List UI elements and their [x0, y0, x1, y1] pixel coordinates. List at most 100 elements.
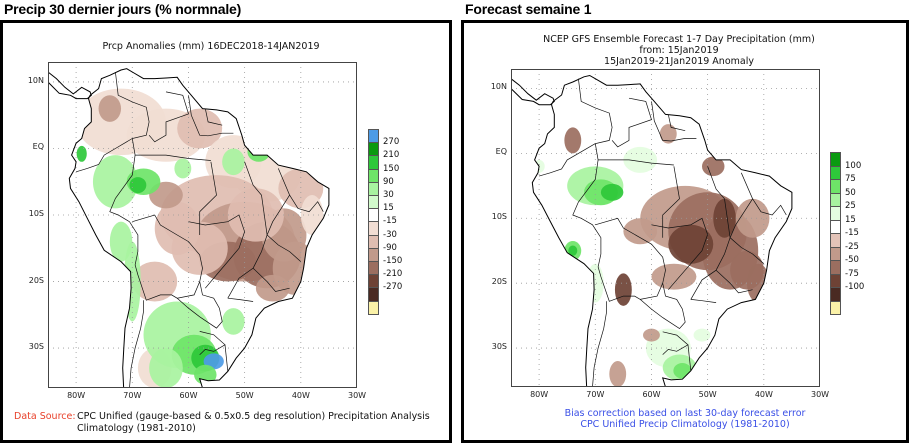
anomaly-region — [222, 148, 245, 176]
anomaly-region — [227, 188, 284, 242]
colorbar-label: -90 — [383, 242, 397, 253]
right-map-title-line1: NCEP GFS Ensemble Forecast 1-7 Day Preci… — [543, 34, 815, 45]
country-border — [199, 331, 226, 355]
coastline — [531, 74, 793, 387]
anomaly-region — [673, 362, 692, 379]
country-border — [639, 283, 686, 330]
lat-tick-label: EQ — [495, 147, 507, 157]
anomaly-region — [564, 127, 582, 154]
lat-tick-label: 10N — [490, 82, 507, 92]
lon-tick-label: 60W — [179, 391, 198, 400]
colorbar-label: 75 — [845, 174, 856, 184]
colorbar-swatch — [368, 208, 379, 223]
colorbar-label: -100 — [845, 282, 865, 292]
colorbar-label: 210 — [383, 150, 400, 161]
country-border — [667, 114, 686, 132]
anomaly-region — [623, 218, 658, 245]
anomaly-region — [614, 273, 632, 306]
anomaly-region — [568, 245, 578, 256]
lon-tick-label: 50W — [235, 391, 254, 400]
country-border — [227, 297, 254, 302]
colorbar-label: 90 — [383, 176, 394, 187]
colorbar-swatch — [830, 287, 841, 302]
central-america-coast — [48, 71, 92, 100]
country-border — [75, 138, 133, 173]
lon-tick-label: 70W — [586, 390, 605, 399]
country-border — [715, 269, 753, 294]
country-border — [224, 344, 229, 372]
colorbar-label: 50 — [845, 187, 856, 198]
colorbar-swatch — [830, 273, 841, 288]
country-border — [148, 91, 189, 143]
colorbar-label: 100 — [845, 160, 862, 171]
colorbar-label: -15 — [383, 216, 397, 227]
lat-tick-label: EQ — [32, 142, 44, 152]
country-border — [176, 281, 223, 329]
anomaly-region — [693, 328, 711, 342]
anomaly-region — [92, 155, 138, 209]
colorbar-swatch — [830, 179, 841, 194]
colorbar-swatch — [368, 142, 379, 157]
colorbar-label: -150 — [383, 256, 403, 266]
anomaly-region — [735, 198, 770, 238]
country-border — [662, 166, 680, 238]
lat-tick-label: 10S — [491, 212, 507, 222]
colorbar-swatch — [368, 274, 379, 289]
colorbar-swatch — [368, 261, 379, 276]
left-map-title: Prcp Anomalies (mm) 16DEC2018-14JAN2019 — [102, 41, 320, 52]
colorbar-label: 15 — [845, 214, 856, 225]
country-border — [289, 194, 324, 213]
country-border — [598, 159, 674, 166]
colorbar-label: -15 — [845, 228, 859, 238]
country-border — [572, 78, 613, 267]
right-footer: Bias correction based on last 30-day for… — [461, 408, 909, 430]
country-border — [188, 95, 234, 137]
map-border — [48, 62, 357, 388]
lon-tick-label: 40W — [754, 390, 773, 399]
colorbar-swatch — [368, 221, 379, 236]
bias-correction-note: Bias correction based on last 30-day for… — [564, 408, 806, 419]
anomaly-region — [177, 108, 223, 149]
colorbar-swatch — [830, 165, 841, 180]
country-border — [129, 300, 144, 388]
colorbar-swatch — [830, 233, 841, 248]
colorbar-label: -50 — [845, 255, 859, 265]
country-border — [266, 168, 290, 236]
country-border — [729, 237, 765, 264]
country-border — [662, 331, 689, 355]
colorbar-label: 25 — [845, 201, 856, 211]
anomaly-field — [76, 88, 324, 388]
colorbar-swatch — [368, 195, 379, 210]
right-map-title-line3: 15Jan2019-21Jan2019 Anomaly — [604, 56, 754, 67]
anomaly-region — [643, 328, 660, 342]
anomaly-region — [659, 124, 677, 144]
lon-tick-label: 30W — [811, 390, 830, 399]
colorbar-swatch — [368, 129, 379, 144]
country-border — [752, 198, 787, 216]
colorbar-swatch — [368, 247, 379, 262]
left-panel-heading: Precip 30 dernier jours (% normnale) — [4, 1, 242, 17]
lon-tick-label: 40W — [291, 391, 310, 400]
country-border — [651, 101, 697, 142]
country-border — [729, 172, 753, 238]
colorbar-swatch — [368, 300, 379, 315]
colorbar-swatch — [830, 206, 841, 221]
colorbar-swatch — [830, 192, 841, 207]
colorbar-label: -210 — [383, 269, 403, 280]
country-border — [687, 344, 692, 371]
colorbar-label: -75 — [845, 268, 859, 279]
colorbar-label: 150 — [383, 163, 400, 174]
colorbar-swatch — [830, 219, 841, 234]
lon-tick-label: 80W — [67, 391, 86, 400]
anomaly-region — [300, 195, 324, 235]
anomaly-region — [609, 361, 627, 387]
colorbar-swatch — [368, 181, 379, 196]
right-map-title-line2: from: 15Jan2019 — [639, 45, 719, 56]
colorbar-swatch — [830, 260, 841, 275]
data-source-line1: CPC Unified (gauge-based & 0.5x0.5 deg r… — [77, 411, 430, 422]
left-footer: Data Source: CPC Unified (gauge-based & … — [14, 411, 430, 434]
anomaly-region — [600, 183, 624, 201]
anomaly-region — [702, 156, 725, 177]
colorbar-swatch — [368, 287, 379, 302]
country-border — [252, 267, 290, 292]
